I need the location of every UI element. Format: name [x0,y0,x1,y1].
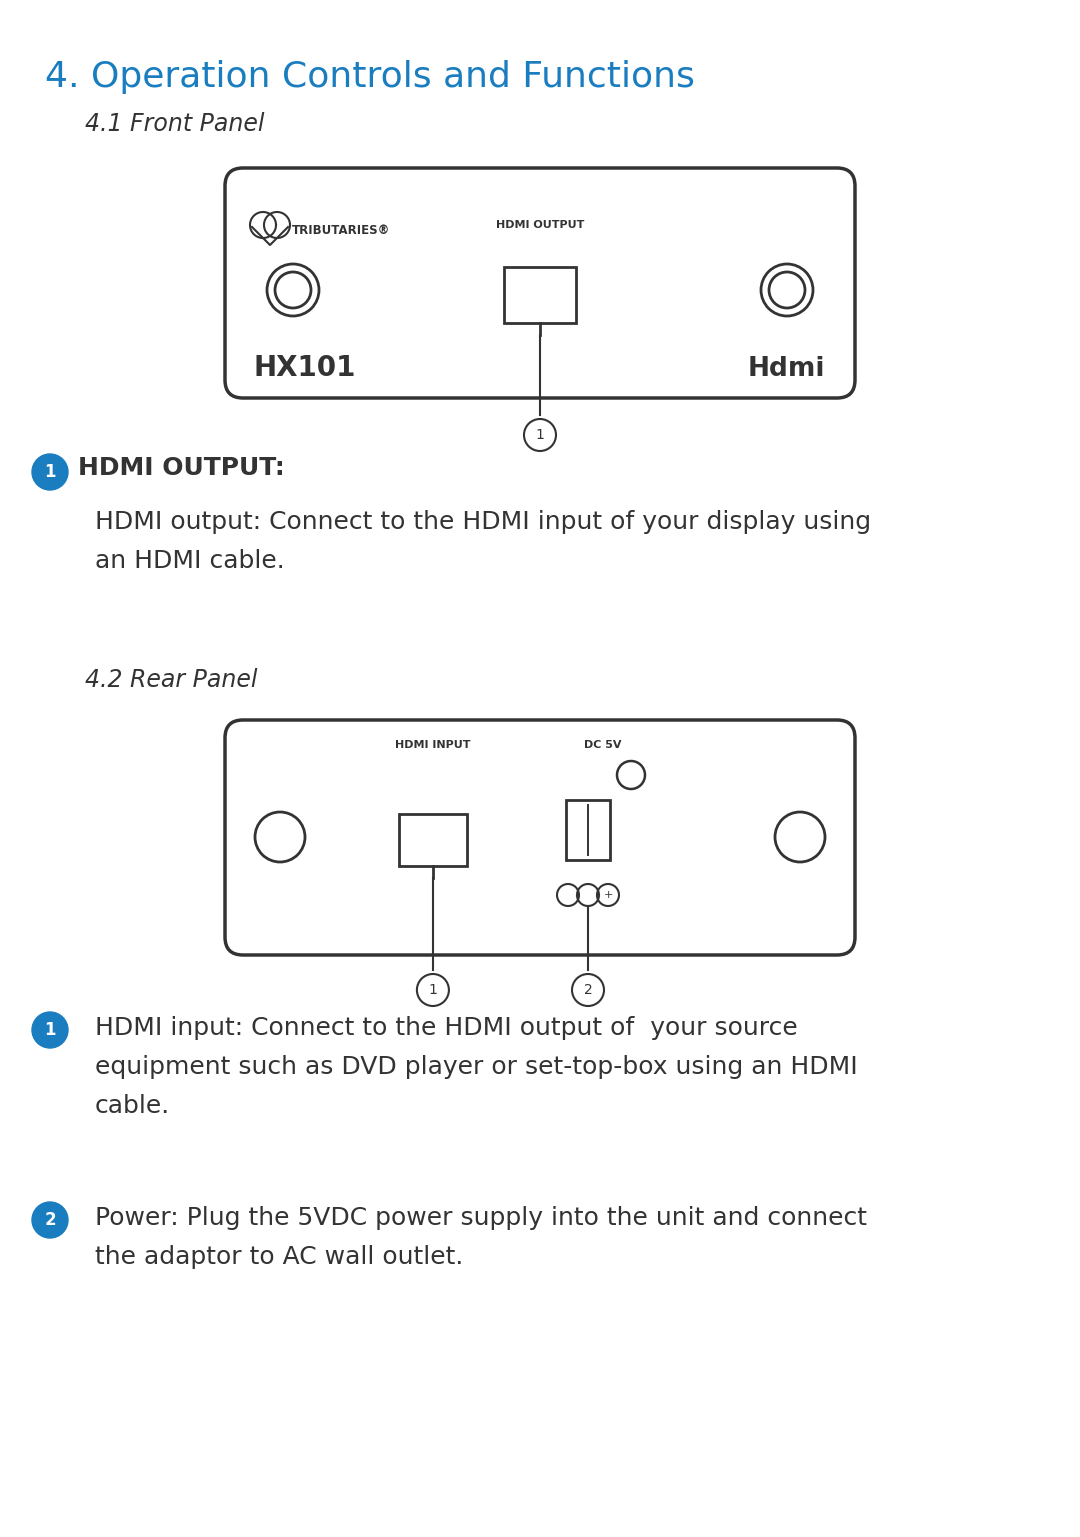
Circle shape [32,453,68,490]
Text: HDMI OUTPUT: HDMI OUTPUT [496,220,584,231]
Circle shape [32,1202,68,1237]
Text: 2: 2 [583,984,592,998]
Text: HDMI input: Connect to the HDMI output of  your source
equipment such as DVD pla: HDMI input: Connect to the HDMI output o… [95,1016,858,1119]
Bar [399,815,467,865]
FancyBboxPatch shape [225,168,855,398]
Text: 2: 2 [44,1211,56,1230]
Bar [504,267,576,323]
Text: TRIBUTARIES®: TRIBUTARIES® [292,223,390,237]
Text: Power: Plug the 5VDC power supply into the unit and connect
the adaptor to AC wa: Power: Plug the 5VDC power supply into t… [95,1207,867,1270]
Text: 4.2 Rear Panel: 4.2 Rear Panel [85,669,257,692]
Text: HX101: HX101 [253,354,355,383]
Text: 1: 1 [44,1021,56,1039]
Text: 1: 1 [44,463,56,481]
Text: DC 5V: DC 5V [584,739,622,750]
Text: 4. Operation Controls and Functions: 4. Operation Controls and Functions [45,60,694,94]
Text: 4.1 Front Panel: 4.1 Front Panel [85,112,265,135]
Text: HDMI output: Connect to the HDMI input of your display using
an HDMI cable.: HDMI output: Connect to the HDMI input o… [95,510,872,573]
Bar [566,799,610,861]
Circle shape [32,1011,68,1048]
Text: Hdmi: Hdmi [747,357,825,383]
Text: HDMI INPUT: HDMI INPUT [395,739,471,750]
FancyBboxPatch shape [225,719,855,954]
Text: 1: 1 [429,984,437,998]
Text: 1: 1 [536,427,544,443]
Text: +: + [604,890,612,901]
Text: HDMI OUTPUT:: HDMI OUTPUT: [78,456,285,480]
